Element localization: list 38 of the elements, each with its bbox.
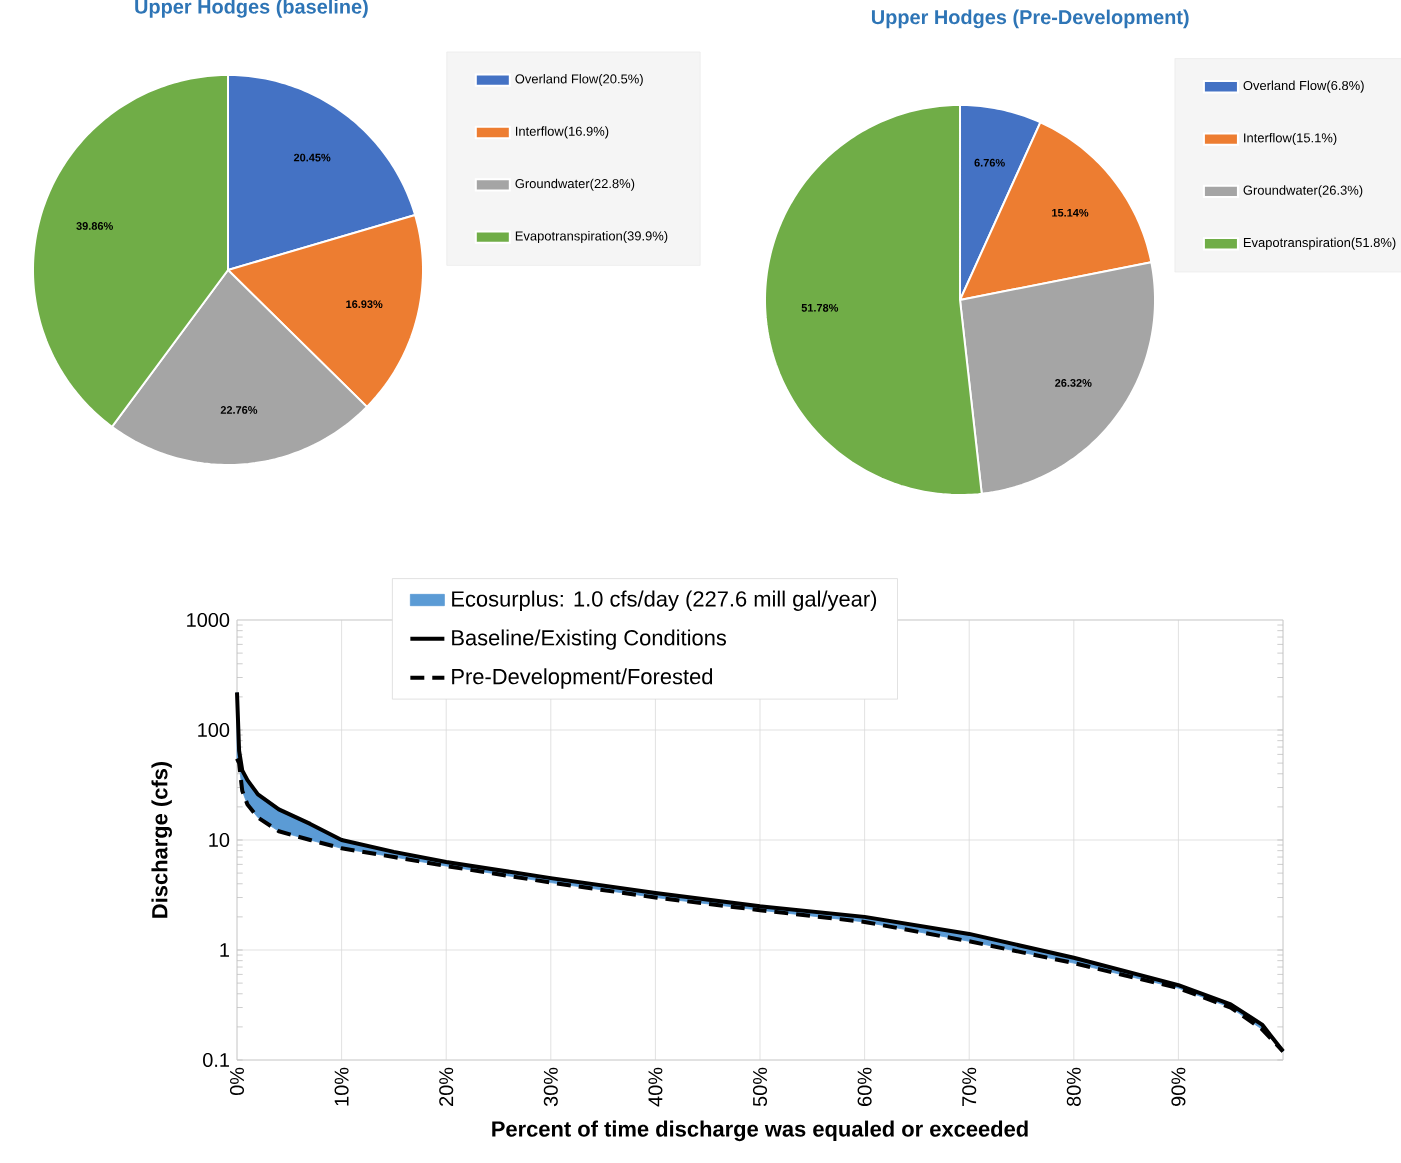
- legend-label: Interflow(16.9%): [515, 126, 609, 139]
- y-axis-title: Discharge (cfs): [151, 761, 172, 918]
- data-label: 15.14%: [1052, 208, 1089, 217]
- chart-title: Upper Hodges (Pre-Development): [871, 9, 1189, 29]
- data-label: 6.76%: [974, 158, 1005, 167]
- y-tick-label: 100: [198, 722, 230, 738]
- chart-title: Upper Hodges (baseline): [135, 0, 368, 18]
- x-tick-label: 0%: [229, 1067, 245, 1096]
- legend-label: Evapotranspiration(51.8%): [1243, 237, 1396, 250]
- x-tick-label: 20%: [439, 1067, 454, 1106]
- x-tick-label: 50%: [752, 1067, 768, 1107]
- legend-label: Ecosurplus: 1.0 cfs/day (227.6 mill gal/year): [452, 590, 877, 611]
- x-tick-label: 40%: [648, 1067, 663, 1107]
- x-tick-label: 10%: [334, 1067, 349, 1106]
- data-label: 51.78%: [801, 303, 839, 312]
- legend-label: Overland Flow(6.8%): [1243, 80, 1364, 93]
- x-tick-label: 80%: [1066, 1067, 1081, 1107]
- data-label: 26.32%: [1055, 379, 1092, 387]
- data-label: 20.45%: [293, 153, 331, 162]
- legend-label: Groundwater(22.8%): [515, 178, 635, 191]
- y-tick-label: 1: [220, 943, 230, 957]
- x-axis-title: Percent of time discharge was equaled or exceeded: [492, 1120, 1028, 1142]
- data-label: 39.86%: [76, 222, 113, 230]
- x-tick-label: 60%: [857, 1067, 872, 1106]
- x-tick-label: 70%: [962, 1067, 977, 1106]
- legend-label: Baseline/Existing Conditions: [452, 629, 727, 650]
- legend-label: Overland Flow(20.5%): [515, 73, 643, 87]
- data-label: 16.93%: [346, 300, 383, 309]
- y-tick-label: 0.1: [203, 1052, 230, 1068]
- y-tick-label: 10: [209, 832, 230, 848]
- x-tick-label: 90%: [1171, 1067, 1186, 1106]
- legend-label: Groundwater(26.3%): [1243, 185, 1363, 198]
- legend-label: Pre-Development/Forested: [452, 668, 713, 689]
- x-tick-label: 30%: [543, 1067, 558, 1107]
- data-label: 22.76%: [220, 406, 258, 414]
- legend-label: Interflow(15.1%): [1244, 132, 1337, 145]
- y-tick-label: 1000: [187, 612, 230, 628]
- legend-label: Evapotranspiration(39.9%): [515, 231, 668, 244]
